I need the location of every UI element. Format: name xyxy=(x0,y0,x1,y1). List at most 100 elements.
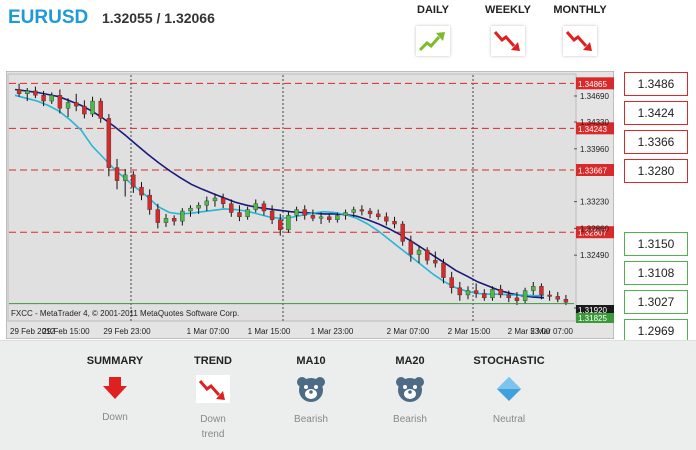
candle-body xyxy=(212,197,218,202)
summary-title: SUMMARY xyxy=(86,355,144,367)
arrow-down-icon xyxy=(70,375,160,406)
current-price-box xyxy=(576,313,614,323)
candle-body xyxy=(375,213,381,218)
candle-body xyxy=(555,296,560,300)
timeframe-label: DAILY xyxy=(417,4,449,16)
ma20-column: MA20 Bearish xyxy=(365,355,455,427)
candle-body xyxy=(514,297,520,301)
candle-body xyxy=(498,288,503,296)
x-tick-label: 5 Mar 07:00 xyxy=(530,327,573,336)
support-level-2: 1.3108 xyxy=(624,261,688,285)
candle-body xyxy=(204,200,210,206)
trend-value-line1: Down xyxy=(200,414,226,425)
candle-body xyxy=(449,277,454,288)
level-price-box xyxy=(576,122,614,135)
candle-body xyxy=(400,223,405,242)
candle-body xyxy=(327,216,332,220)
level-price-label: 1.34865 xyxy=(578,80,607,89)
x-tick-label: 1 Mar 15:00 xyxy=(248,327,291,336)
candle-body xyxy=(367,210,373,215)
current-price-box xyxy=(576,305,614,315)
trend-up-icon xyxy=(416,26,450,56)
candle-body xyxy=(384,216,389,222)
candle-body xyxy=(424,249,430,261)
candle-body xyxy=(408,241,414,255)
y-tick-label: 1.34330 xyxy=(580,118,609,127)
candle-body xyxy=(180,210,185,222)
candle-body xyxy=(522,290,528,301)
candle-body xyxy=(196,205,201,209)
candle-body xyxy=(269,210,275,220)
timeframe-monthly[interactable]: MONTHLY xyxy=(547,4,613,56)
candle-body xyxy=(547,294,552,297)
moving-average-fast xyxy=(14,94,544,297)
candle-body xyxy=(131,174,136,188)
candle-body xyxy=(359,209,365,212)
candle-body xyxy=(114,167,120,181)
price-chart[interactable]: 1.34865 1.34243 1.33667 1.32807 1.34690 1.34… xyxy=(6,71,614,339)
candle-body xyxy=(98,100,103,119)
timeframe-daily[interactable]: DAILY xyxy=(400,4,466,56)
candle-body xyxy=(171,218,177,222)
candle-body xyxy=(33,90,38,96)
candle-body xyxy=(220,197,226,204)
ma10-title: MA10 xyxy=(296,355,326,367)
timeframe-weekly[interactable]: WEEKLY xyxy=(475,4,541,56)
pair-name: EURUSD xyxy=(8,7,89,28)
candle-body xyxy=(122,174,128,181)
candle-body xyxy=(155,209,161,223)
candle-body xyxy=(57,95,63,109)
candle-body xyxy=(335,215,340,220)
x-tick-label: 1 Mar 23:00 xyxy=(311,327,354,336)
x-tick-label: 2 Mar 23:00 xyxy=(508,327,551,336)
stochastic-column: STOCHASTIC Neutral xyxy=(464,355,554,427)
candle-body xyxy=(351,209,356,213)
y-tick-label: 1.32860 xyxy=(580,224,609,233)
stochastic-title: STOCHASTIC xyxy=(473,355,545,367)
candle-body xyxy=(286,215,291,231)
resistance-level-1: 1.3486 xyxy=(624,72,688,96)
timeframe-label: MONTHLY xyxy=(553,4,607,16)
candle-body xyxy=(278,219,283,231)
candle-body xyxy=(90,100,95,115)
level-price-box xyxy=(576,77,614,90)
level-price-box xyxy=(576,226,614,239)
x-tick-label: 29 Feb 2012 xyxy=(10,327,55,336)
trend-title: TREND xyxy=(194,355,232,367)
candle-body xyxy=(25,90,30,95)
candle-body xyxy=(106,118,112,168)
resistance-level-2: 1.3424 xyxy=(624,101,688,125)
level-price-label: 1.33667 xyxy=(578,166,607,175)
moving-average-slow xyxy=(14,88,545,299)
candle-body xyxy=(16,89,22,95)
trend-value: Down trend xyxy=(168,412,258,442)
candle-body xyxy=(318,216,324,219)
candle-body xyxy=(539,286,544,296)
level-price-box xyxy=(576,163,614,176)
summary-value: Down xyxy=(102,412,128,423)
level-price-label: 1.32807 xyxy=(578,229,607,238)
candle-body xyxy=(253,203,258,210)
candle-body xyxy=(310,215,316,219)
candle-body xyxy=(147,194,152,210)
candle-body xyxy=(465,290,471,296)
trend-value-line2: trend xyxy=(201,429,225,440)
stochastic-value: Neutral xyxy=(492,414,526,425)
y-tick-label: 1.34690 xyxy=(580,92,609,101)
candle-body xyxy=(392,220,397,225)
x-tick-label: 29 Feb 23:00 xyxy=(103,327,151,336)
candle-body xyxy=(41,95,46,102)
candle-body xyxy=(441,262,446,278)
x-tick-label: 29 Feb 15:00 xyxy=(42,327,90,336)
bid-ask-price: 1.32055 / 1.32066 xyxy=(102,10,215,26)
trend-down-icon xyxy=(168,375,258,408)
candle-body xyxy=(82,105,87,115)
candle-body xyxy=(74,102,79,107)
y-tick-label: 1.33230 xyxy=(580,198,609,207)
y-tick-label: 1.32490 xyxy=(580,251,609,260)
candle-body xyxy=(163,218,169,223)
chart-watermark: FXCC - MetaTrader 4, © 2001-2011 MetaQuo… xyxy=(11,309,239,318)
resistance-level-3: 1.3366 xyxy=(624,130,688,154)
candle-body xyxy=(229,203,234,213)
candle-body xyxy=(302,209,307,216)
